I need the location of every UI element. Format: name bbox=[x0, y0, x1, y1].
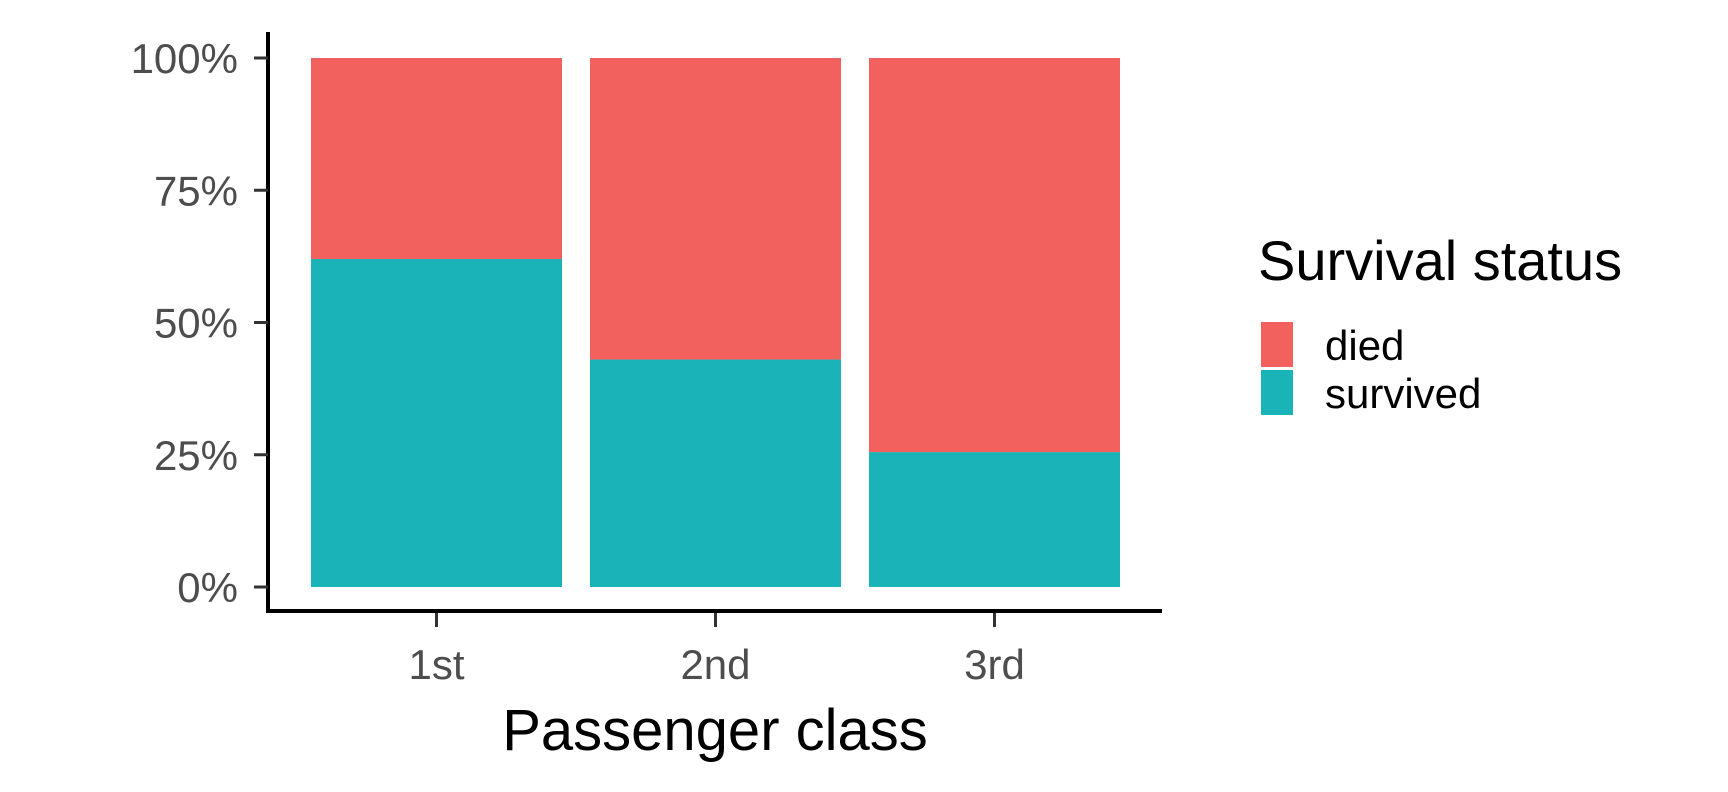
bar-2nd-survived bbox=[590, 359, 841, 587]
y-tick-label: 50% bbox=[154, 300, 238, 347]
y-tick-label: 100% bbox=[131, 35, 238, 82]
legend-swatch-died bbox=[1261, 322, 1293, 367]
x-tick-label: 2nd bbox=[680, 641, 750, 688]
y-tick-label: 75% bbox=[154, 167, 238, 214]
bars-layer bbox=[311, 58, 1120, 587]
x-tick-label: 1st bbox=[408, 641, 464, 688]
bar-3rd-died bbox=[869, 58, 1120, 453]
x-tick-label: 3rd bbox=[964, 641, 1025, 688]
bar-3rd-survived bbox=[869, 452, 1120, 587]
x-axis-title: Passenger class bbox=[502, 698, 928, 763]
y-tick-label: 25% bbox=[154, 432, 238, 479]
legend-title: Survival status bbox=[1258, 229, 1622, 292]
legend-label-died: died bbox=[1325, 322, 1404, 369]
y-axis: 0% 25% 50% 75% 100% bbox=[131, 32, 270, 613]
bar-1st-died bbox=[311, 58, 562, 260]
bar-2nd-died bbox=[590, 58, 841, 360]
x-ticks-layer: 1st 2nd 3rd bbox=[408, 613, 1025, 688]
bar-1st-survived bbox=[311, 259, 562, 587]
x-axis: 1st 2nd 3rd bbox=[268, 609, 1162, 688]
legend-swatch-survived bbox=[1261, 370, 1293, 415]
y-tick-label: 0% bbox=[177, 564, 238, 611]
legend-label-survived: survived bbox=[1325, 370, 1481, 417]
y-ticks-layer: 0% 25% 50% 75% 100% bbox=[131, 35, 268, 611]
